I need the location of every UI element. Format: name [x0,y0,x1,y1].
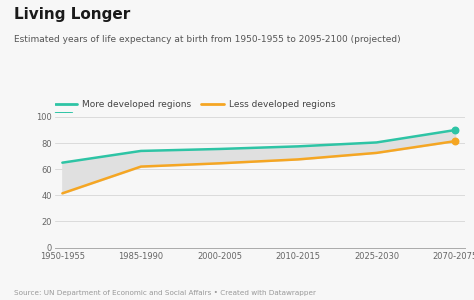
Text: ───: ─── [55,107,75,118]
Text: Estimated years of life expectancy at birth from 1950-1955 to 2095-2100 (project: Estimated years of life expectancy at bi… [14,34,401,43]
Text: Living Longer: Living Longer [14,8,130,22]
Text: ——: —— [55,107,74,118]
Point [451,128,459,133]
Point [451,139,459,143]
Text: More developed regions: More developed regions [82,100,191,109]
Text: Less developed regions: Less developed regions [229,100,336,109]
Text: Source: UN Department of Economic and Social Affairs • Created with Datawrapper: Source: UN Department of Economic and So… [14,290,316,296]
